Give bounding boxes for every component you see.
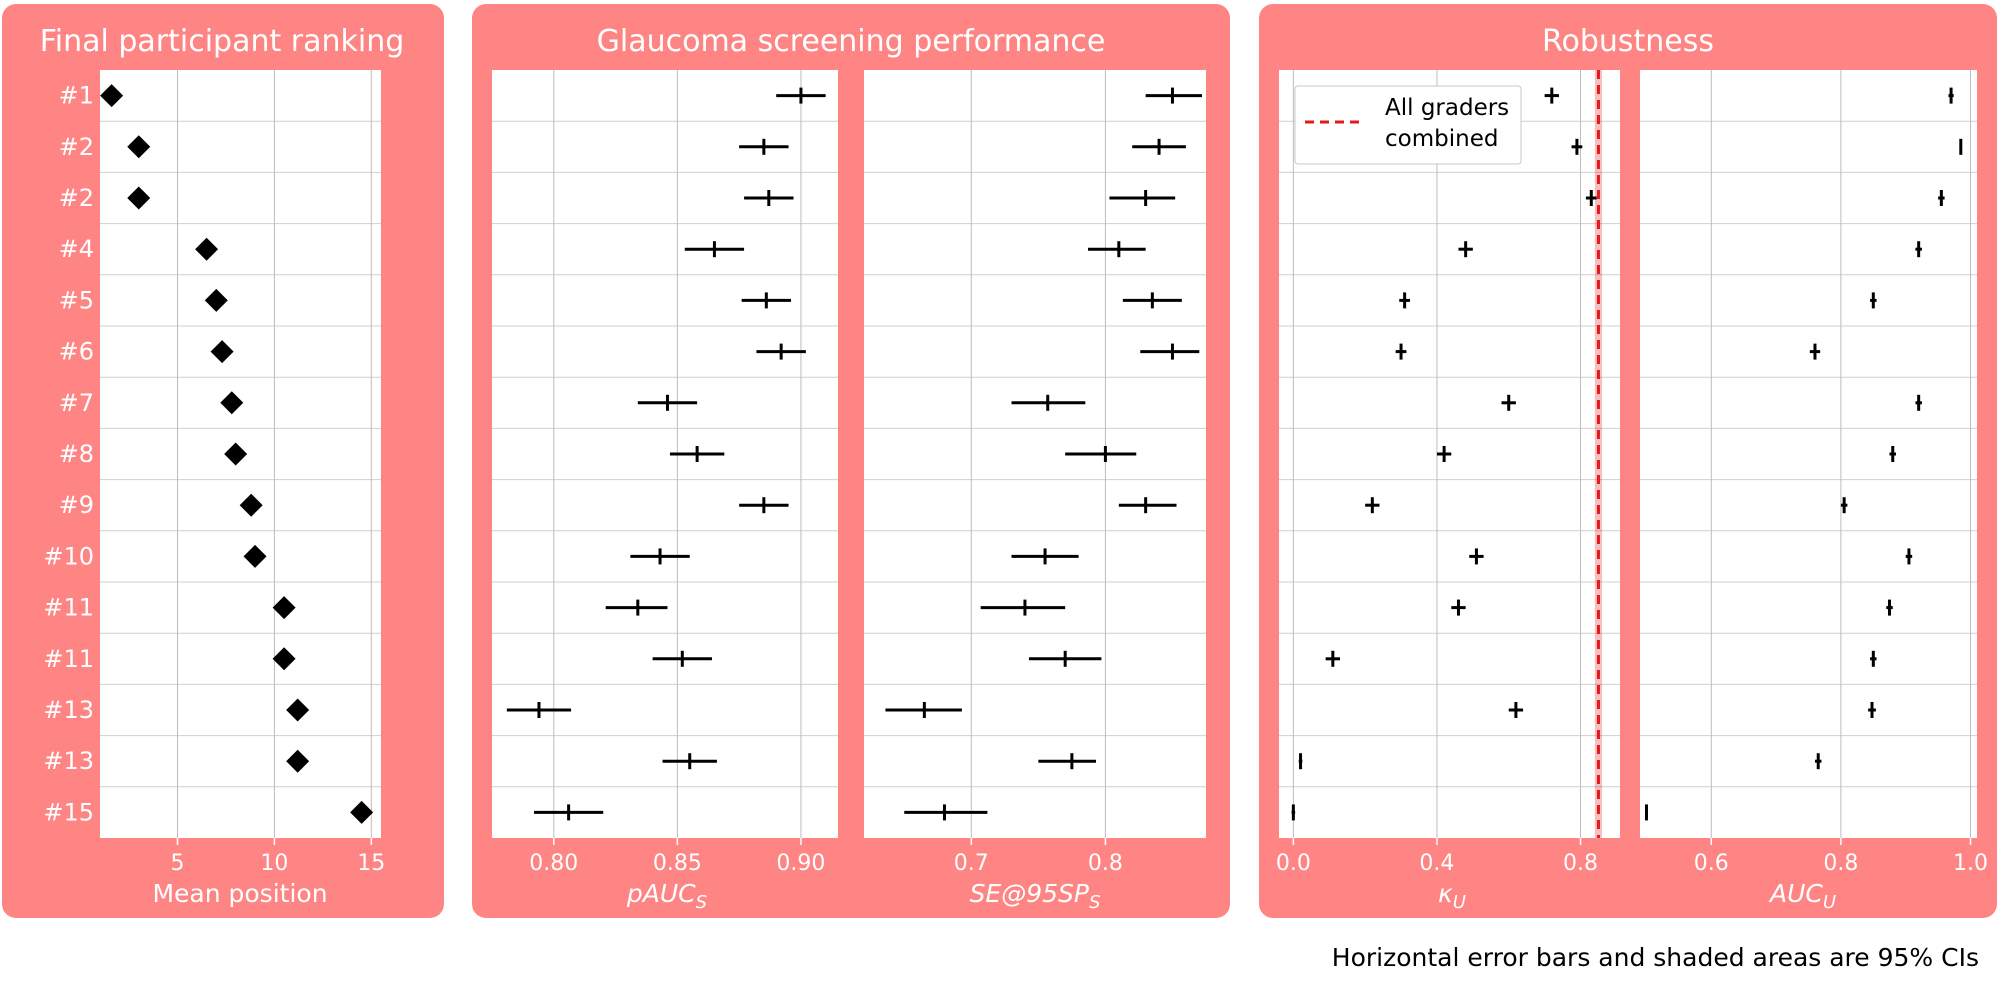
- legend: All graders combined: [1294, 85, 1522, 165]
- rank-point: [127, 186, 151, 210]
- xlabel-mean-position: Mean position: [152, 879, 327, 908]
- rank-point: [272, 647, 296, 671]
- rank-label: #1: [59, 82, 94, 110]
- rank-point: [239, 493, 263, 517]
- pauc-tick-label: 0.80: [529, 851, 578, 876]
- kappa-tick-label: 0.8: [1563, 851, 1598, 876]
- rank-label: #13: [43, 696, 94, 724]
- xlabel-auc-u: AUCU: [1768, 879, 1836, 913]
- aucu-tick-label: 0.8: [1823, 851, 1858, 876]
- legend-label-line2: combined: [1385, 126, 1498, 152]
- se95sp-plot-area: [864, 70, 1206, 838]
- rank-label: #5: [59, 286, 94, 314]
- rank-point: [224, 442, 248, 466]
- aucu-tick-label: 0.6: [1694, 851, 1729, 876]
- panel-title-screening: Glaucoma screening performance: [597, 24, 1106, 59]
- kappa-tick-label: 0.4: [1419, 851, 1454, 876]
- pauc-tick-label: 0.85: [653, 851, 702, 876]
- rank-point: [210, 340, 234, 364]
- legend-label-line1: All graders: [1385, 95, 1509, 121]
- rank-label: #2: [59, 133, 94, 161]
- plot-mean-position: 5 10 15: [100, 70, 385, 876]
- rank-point: [286, 749, 310, 773]
- rank-point: [100, 84, 124, 108]
- xlabel-se95sp-main: SE@95SP: [970, 879, 1090, 908]
- rank-point: [220, 391, 244, 415]
- rank-point: [272, 596, 296, 620]
- rank-label: #6: [59, 338, 94, 366]
- rank-label: #10: [43, 542, 94, 570]
- panel-title-robustness: Robustness: [1542, 24, 1714, 59]
- pauc-plot-area: [492, 70, 838, 838]
- legend-box: [1294, 85, 1522, 165]
- rank-label: #15: [43, 798, 94, 826]
- rank-labels: #1 #2 #2 #4 #5 #6 #7 #8 #9 #10 #11 #11 #13 #13 #15: [43, 82, 94, 827]
- se95sp-tick-label: 0.7: [954, 851, 989, 876]
- xlabel-se95sp-sub: S: [1089, 892, 1100, 913]
- rank-point: [195, 237, 219, 261]
- pauc-tick-label: 0.90: [776, 851, 825, 876]
- plot-kappa: 0.0 0.4 0.8: [1276, 70, 1620, 876]
- xlabel-kappa-sub: U: [1453, 892, 1466, 913]
- rank-tick-label: 10: [260, 851, 288, 876]
- xlabel-kappa-main: κ: [1438, 879, 1453, 908]
- rank-point: [204, 288, 228, 312]
- rank-label: #13: [43, 747, 94, 775]
- rank-label: #7: [59, 389, 94, 417]
- xlabel-pauc-sub: S: [696, 892, 707, 913]
- rank-tick-label: 15: [357, 851, 385, 876]
- footnote: Horizontal error bars and shaded areas a…: [1332, 943, 1979, 972]
- rank-point: [286, 698, 310, 722]
- rank-label: #2: [59, 184, 94, 212]
- xlabel-se95sp: SE@95SPS: [970, 879, 1101, 913]
- rank-point: [127, 135, 151, 159]
- plot-pauc: 0.80 0.85 0.90: [492, 70, 838, 876]
- panel-title-ranking: Final participant ranking: [40, 24, 405, 59]
- rank-label: #9: [59, 491, 94, 519]
- aucu-plot-area: [1640, 70, 1977, 838]
- rank-label: #11: [43, 594, 94, 622]
- aucu-tick-label: 1.0: [1953, 851, 1988, 876]
- se95sp-tick-label: 0.8: [1088, 851, 1123, 876]
- rank-tick-label: 5: [171, 851, 185, 876]
- rank-label: #11: [43, 645, 94, 673]
- xlabel-pauc-main: pAUC: [626, 879, 696, 908]
- xlabel-pauc: pAUCS: [626, 879, 707, 913]
- plot-se95sp: 0.7 0.8: [864, 70, 1206, 876]
- kappa-tick-label: 0.0: [1276, 851, 1311, 876]
- xlabel-auc-u-main: AUC: [1768, 879, 1823, 908]
- xlabel-kappa: κU: [1438, 879, 1466, 913]
- rank-point: [243, 544, 267, 568]
- plot-auc-u: 0.6 0.8 1.0: [1640, 70, 1988, 876]
- rank-label: #4: [59, 235, 94, 263]
- rank-label: #8: [59, 440, 94, 468]
- rank-point: [350, 800, 374, 824]
- xlabel-auc-u-sub: U: [1823, 892, 1836, 913]
